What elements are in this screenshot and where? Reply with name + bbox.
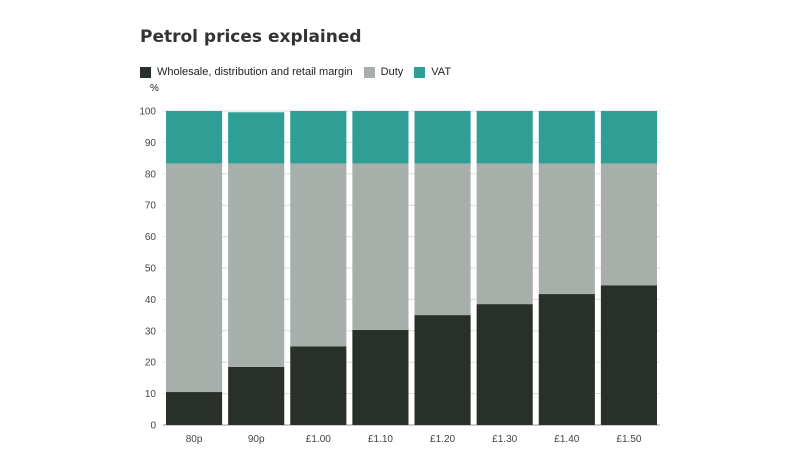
bar-£1.50-series-2 [600,111,657,164]
y-tick-label-40: 40 [145,295,157,306]
bar-£1.40-series-0 [538,294,595,425]
bar-£1.10-series-2 [352,111,409,164]
bar-£1.50-series-1 [600,163,657,286]
bar-£1.40-series-2 [538,111,595,164]
bar-£1.00-series-1 [290,163,347,347]
y-tick-label-20: 20 [145,358,157,369]
x-tick-label-7: £1.50 [616,434,641,445]
bar-90p-series-1 [228,163,285,367]
chart-title: Petrol prices explained [140,27,362,47]
bar-£1.00-series-2 [290,111,347,164]
legend-item-duty: Duty [363,66,404,78]
y-tick-label-100: 100 [139,107,156,118]
x-tick-label-1: 90p [248,434,265,445]
legend-item-margin: Wholesale, distribution and retail margi… [140,66,353,78]
bar-£1.40-series-1 [538,163,595,295]
y-tick-label-0: 0 [150,421,156,432]
y-tick-label-80: 80 [145,169,157,180]
bar-£1.20-series-1 [414,163,471,316]
x-tick-label-4: £1.20 [430,434,455,445]
legend-swatch-margin [140,66,151,78]
x-tick-label-2: £1.00 [306,434,331,445]
bar-£1.20-series-2 [414,111,471,164]
legend-label-duty: Duty [380,66,404,78]
bar-£1.30-series-0 [476,304,533,425]
bar-90p-series-0 [228,366,285,425]
y-tick-label-90: 90 [145,138,157,149]
bar-£1.10-series-0 [352,329,409,425]
bar-90p-series-2 [228,112,285,164]
bar-80p-series-0 [166,392,223,425]
x-tick-label-6: £1.40 [554,434,579,445]
bar-£1.30-series-1 [476,163,533,305]
legend-swatch-vat [414,66,426,78]
y-tick-label-10: 10 [145,389,157,400]
x-tick-label-5: £1.30 [492,434,517,445]
bar-£1.00-series-0 [290,346,347,425]
legend-swatch-duty [363,66,375,78]
x-tick-label-3: £1.10 [368,434,393,445]
bar-80p-series-1 [166,163,223,393]
legend-label-vat: VAT [431,66,452,78]
bar-£1.30-series-2 [476,111,533,164]
legend-label-margin: Wholesale, distribution and retail margi… [157,66,353,78]
legend: Wholesale, distribution and retail margi… [140,65,462,79]
legend-item-vat: VAT [414,66,451,78]
bar-£1.50-series-0 [600,285,657,425]
y-tick-label-50: 50 [145,264,157,275]
y-tick-label-60: 60 [145,232,157,243]
y-unit-label: % [150,83,159,94]
x-tick-label-0: 80p [186,434,203,445]
bar-80p-series-2 [166,111,223,164]
y-tick-label-30: 30 [145,326,157,337]
y-tick-label-70: 70 [145,201,157,212]
bar-£1.10-series-1 [352,163,409,330]
bar-£1.20-series-0 [414,315,471,425]
